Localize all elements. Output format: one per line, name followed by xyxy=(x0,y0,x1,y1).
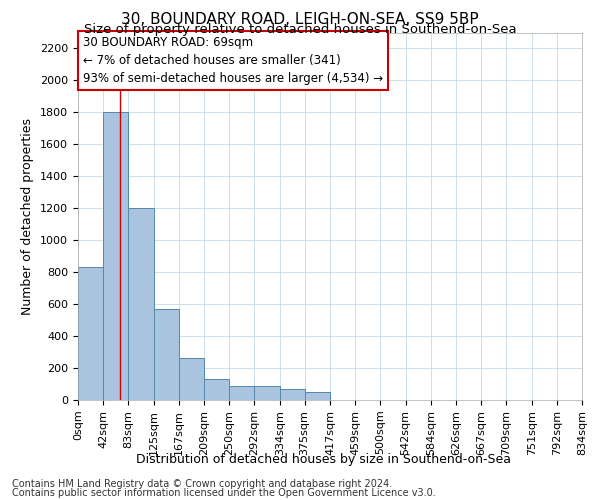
Bar xyxy=(229,386,254,400)
Bar xyxy=(78,268,103,400)
Y-axis label: Number of detached properties: Number of detached properties xyxy=(22,118,34,315)
Bar xyxy=(128,208,154,400)
Text: Distribution of detached houses by size in Southend-on-Sea: Distribution of detached houses by size … xyxy=(137,452,511,466)
Bar xyxy=(179,358,205,400)
Bar xyxy=(154,309,179,400)
Bar xyxy=(103,112,128,400)
Text: 30, BOUNDARY ROAD, LEIGH-ON-SEA, SS9 5BP: 30, BOUNDARY ROAD, LEIGH-ON-SEA, SS9 5BP xyxy=(121,12,479,28)
Bar xyxy=(205,379,229,400)
Text: Size of property relative to detached houses in Southend-on-Sea: Size of property relative to detached ho… xyxy=(83,22,517,36)
Bar xyxy=(280,389,305,400)
Bar xyxy=(254,386,280,400)
Text: 30 BOUNDARY ROAD: 69sqm
← 7% of detached houses are smaller (341)
93% of semi-de: 30 BOUNDARY ROAD: 69sqm ← 7% of detached… xyxy=(83,36,383,85)
Bar xyxy=(305,392,330,400)
Text: Contains HM Land Registry data © Crown copyright and database right 2024.: Contains HM Land Registry data © Crown c… xyxy=(12,479,392,489)
Text: Contains public sector information licensed under the Open Government Licence v3: Contains public sector information licen… xyxy=(12,488,436,498)
